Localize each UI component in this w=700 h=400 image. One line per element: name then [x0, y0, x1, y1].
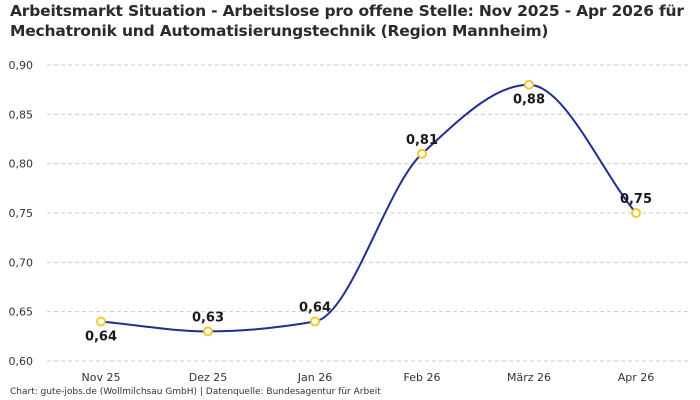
y-tick-label: 0,60 [9, 355, 34, 368]
data-label: 0,81 [406, 133, 438, 148]
x-tick-label: Jan 26 [297, 371, 332, 384]
y-tick-label: 0,85 [9, 108, 34, 121]
grid-lines [47, 64, 690, 362]
chart-footer: Chart: gute-jobs.de (Wollmilchsau GmbH) … [10, 387, 381, 397]
data-points [96, 79, 641, 337]
data-label: 0,64 [85, 330, 117, 345]
data-labels: 0,64 0,63 0,64 0,81 0,88 0,75 [85, 93, 652, 345]
x-tick-label: März 26 [507, 371, 551, 384]
data-point [524, 79, 534, 90]
x-tick-label: Nov 25 [82, 371, 121, 384]
data-point [417, 148, 427, 159]
chart-title: Arbeitsmarkt Situation - Arbeitslose pro… [10, 2, 684, 40]
series-line [100, 83, 637, 333]
x-tick-label: Feb 26 [404, 371, 441, 384]
x-tick-label: Dez 25 [189, 371, 228, 384]
x-tick-label: Apr 26 [618, 371, 655, 384]
series-line-layer [100, 83, 637, 333]
y-tick-label: 0,90 [9, 59, 34, 72]
data-label: 0,63 [192, 310, 224, 325]
y-tick-label: 0,75 [9, 207, 34, 220]
y-tick-label: 0,70 [9, 256, 34, 269]
x-axis-ticks: Nov 25 Dez 25 Jan 26 Feb 26 März 26 Apr 26 [82, 371, 655, 384]
data-point [96, 316, 106, 327]
y-tick-label: 0,65 [9, 306, 34, 319]
y-tick-label: 0,80 [9, 158, 34, 171]
y-axis-ticks: 0,60 0,65 0,70 0,75 0,80 0,85 0,90 [9, 59, 34, 368]
data-label: 0,75 [620, 192, 652, 207]
data-point [631, 208, 641, 218]
data-point [203, 326, 213, 337]
data-point [310, 316, 320, 327]
data-label: 0,64 [299, 301, 331, 316]
data-label: 0,88 [513, 93, 545, 108]
